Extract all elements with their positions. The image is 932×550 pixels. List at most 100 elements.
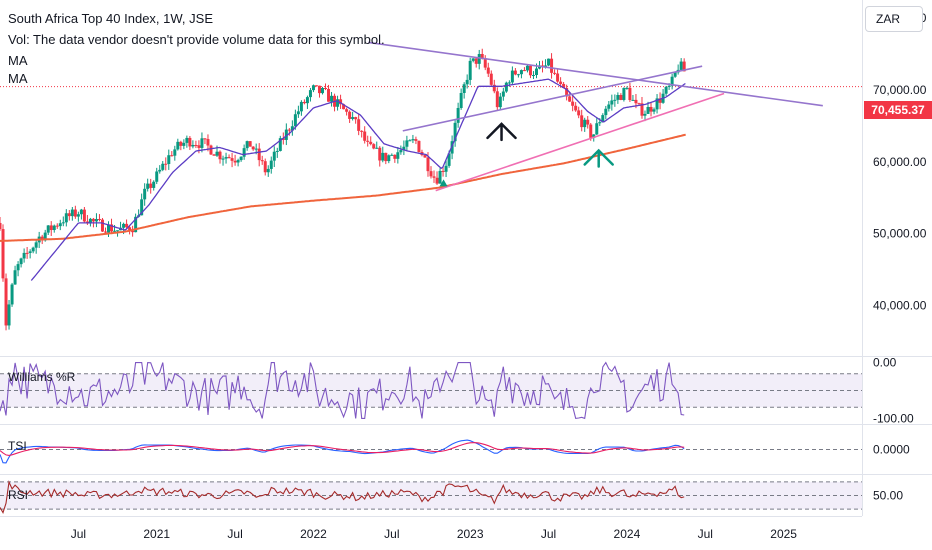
chevron-up-marker [583, 148, 614, 168]
ma-legend-2[interactable]: MA [8, 71, 28, 86]
candle-body [131, 230, 135, 233]
candle-body [191, 144, 195, 147]
candle-body [417, 140, 421, 152]
candle-body [167, 155, 171, 164]
indicator-tick-label: 50.00 [873, 489, 903, 503]
candle-body [426, 157, 430, 172]
candle-body [528, 65, 532, 76]
candle-body [477, 53, 481, 64]
candle-body [302, 101, 306, 104]
candle-body [263, 161, 267, 173]
candle-body [577, 110, 581, 116]
candle-body [110, 224, 114, 232]
candle-body [459, 92, 463, 108]
candle-body [513, 70, 517, 75]
candle-body [429, 171, 433, 177]
time-tick-label: 2023 [457, 527, 484, 541]
candle-body [414, 139, 418, 141]
candle-body [550, 58, 554, 73]
candle-body [70, 209, 74, 217]
candle-body [372, 144, 376, 149]
candle-body [52, 225, 56, 231]
candle-body [462, 84, 466, 93]
candle-body [631, 99, 635, 101]
candle-body [103, 231, 107, 233]
candle-body [378, 147, 382, 161]
candle-body [589, 124, 593, 138]
candle-body [519, 70, 523, 75]
candle-body [203, 138, 207, 140]
price-tick-label: 60,000.00 [873, 155, 927, 169]
candle-body [598, 122, 602, 124]
rsi-pane-label[interactable]: RSI [8, 488, 29, 502]
candle-body [652, 109, 656, 112]
candle-body [200, 138, 204, 148]
candle-body [628, 87, 632, 101]
candle-body [351, 117, 355, 119]
trendline [368, 41, 823, 107]
candle-body [655, 98, 659, 110]
williams-pane-label[interactable]: Williams %R [8, 370, 76, 384]
candle-body [34, 242, 38, 248]
candle-body [31, 247, 35, 252]
candle-body [281, 138, 285, 140]
candle-body [269, 160, 273, 169]
candle-body [592, 134, 596, 138]
candle-body [441, 170, 445, 172]
currency-button[interactable]: ZAR [865, 6, 923, 32]
candle-body [330, 95, 334, 102]
candle-body [305, 97, 309, 104]
candle-body [194, 144, 198, 146]
candle-body [314, 85, 318, 87]
candle-body [227, 157, 231, 159]
candle-body [215, 151, 219, 156]
candle-body [625, 87, 629, 89]
trendline [435, 92, 725, 192]
candle-body [140, 199, 144, 216]
candle-body [516, 74, 520, 76]
candle-body [55, 225, 59, 227]
candle-body [381, 152, 385, 161]
candle-body [146, 183, 150, 189]
tsi-pane-label[interactable]: TSI [8, 439, 27, 453]
time-tick-label: Jul [541, 527, 556, 541]
candle-body [4, 278, 8, 326]
indicator-line [0, 480, 685, 514]
time-tick-label: 2024 [614, 527, 641, 541]
candle-body [209, 145, 213, 155]
candle-body [239, 156, 243, 161]
candle-body [525, 65, 529, 71]
candle-body [423, 155, 427, 158]
candle-body [182, 142, 186, 146]
candle-body [236, 160, 240, 163]
candle-body [489, 73, 493, 85]
candle-body [637, 103, 641, 105]
candle-body [405, 140, 409, 147]
candle-body [245, 141, 249, 149]
ma-legend-1[interactable]: MA [8, 53, 28, 68]
candle-body [251, 146, 255, 150]
time-tick-label: Jul [71, 527, 86, 541]
candle-body [586, 119, 590, 125]
candle-body [357, 119, 361, 131]
candle-body [308, 90, 312, 98]
candle-body [311, 85, 315, 91]
candle-body [82, 209, 86, 222]
candle-body [257, 148, 261, 161]
candle-body [197, 145, 201, 148]
candle-body [396, 152, 400, 159]
candle-body [646, 106, 650, 114]
candle-body [375, 147, 379, 149]
candle-body [649, 106, 653, 112]
candle-body [556, 73, 560, 82]
candle-body [387, 155, 391, 162]
price-tick-label: 40,000.00 [873, 299, 927, 313]
candle-body [580, 115, 584, 128]
candle-body [390, 154, 394, 156]
candle-body [7, 304, 11, 326]
candle-body [128, 227, 132, 231]
candle-body [507, 82, 511, 84]
candle-body [438, 170, 442, 184]
candle-body [185, 137, 189, 143]
